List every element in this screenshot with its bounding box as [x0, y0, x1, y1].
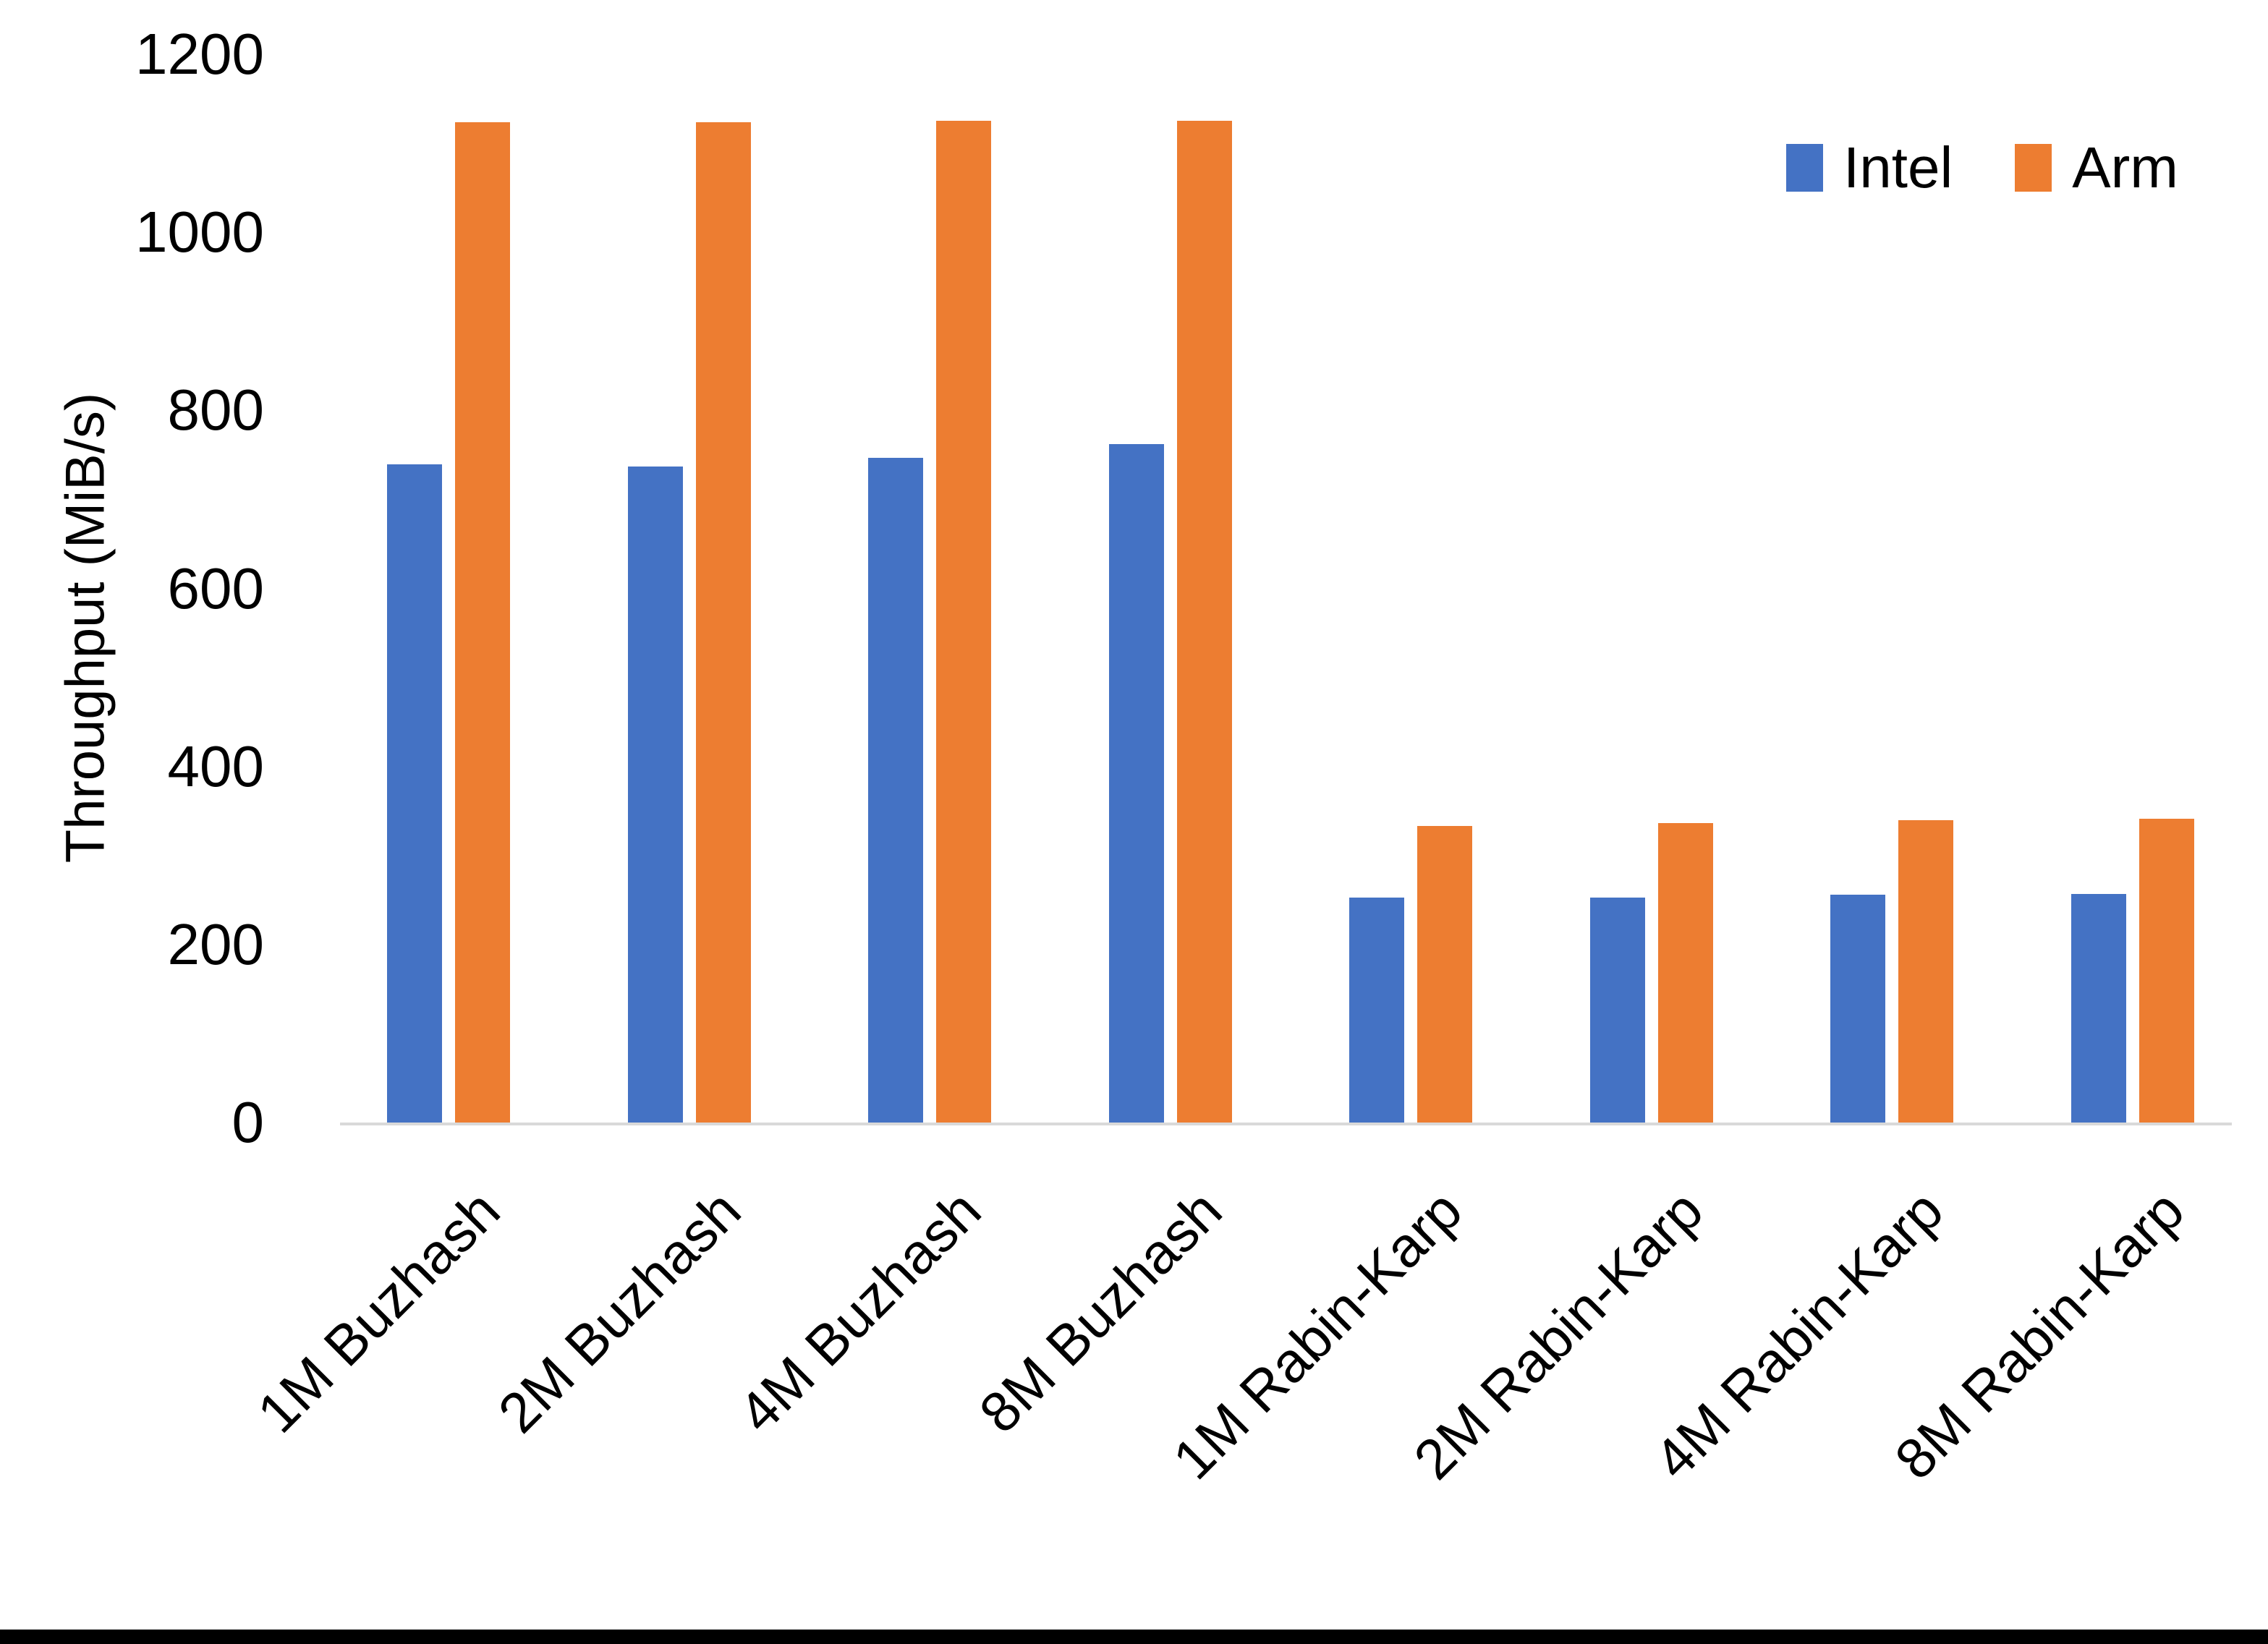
legend-swatch-intel [1786, 144, 1823, 192]
bar-intel-8m-buzhash [1108, 444, 1164, 1123]
bottom-border-strip [0, 1630, 2268, 1644]
y-tick-label: 1000 [135, 200, 264, 265]
legend-label-arm: Arm [2072, 135, 2178, 200]
y-tick-label: 200 [167, 911, 264, 976]
bar-arm-4m-rabin-karp [1898, 819, 1953, 1123]
bar-intel-2m-buzhash [627, 466, 683, 1123]
bar-intel-2m-rabin-karp [1589, 897, 1645, 1123]
y-tick-label: 1200 [135, 22, 264, 86]
x-tick-label: 8M Buzhash [967, 1177, 1234, 1445]
x-tick-label: 1M Buzhash [245, 1177, 512, 1445]
bar-intel-4m-rabin-karp [1830, 894, 1885, 1123]
bar-arm-2m-rabin-karp [1657, 823, 1713, 1123]
bar-arm-1m-rabin-karp [1417, 826, 1472, 1123]
y-tick-label: 0 [232, 1090, 265, 1154]
x-tick-label: 2M Buzhash [485, 1177, 753, 1445]
bar-arm-4m-buzhash [936, 121, 991, 1123]
bar-arm-1m-buzhash [455, 122, 510, 1123]
bar-intel-1m-rabin-karp [1349, 897, 1404, 1123]
x-axis-line [340, 1123, 2232, 1125]
legend: Intel Arm [1786, 135, 2178, 201]
legend-swatch-arm [2015, 144, 2052, 192]
y-tick-label: 600 [167, 555, 264, 621]
bar-arm-8m-rabin-karp [2139, 819, 2194, 1123]
legend-label-intel: Intel [1843, 135, 1953, 200]
x-tick-label: 4M Buzhash [726, 1177, 993, 1445]
bar-arm-8m-buzhash [1176, 121, 1232, 1123]
bar-intel-8m-rabin-karp [2070, 893, 2126, 1123]
bar-intel-1m-buzhash [387, 464, 442, 1123]
bar-intel-4m-buzhash [868, 457, 923, 1123]
y-tick-label: 400 [167, 733, 264, 798]
bar-arm-2m-buzhash [695, 122, 751, 1123]
y-tick-label: 800 [167, 378, 264, 443]
